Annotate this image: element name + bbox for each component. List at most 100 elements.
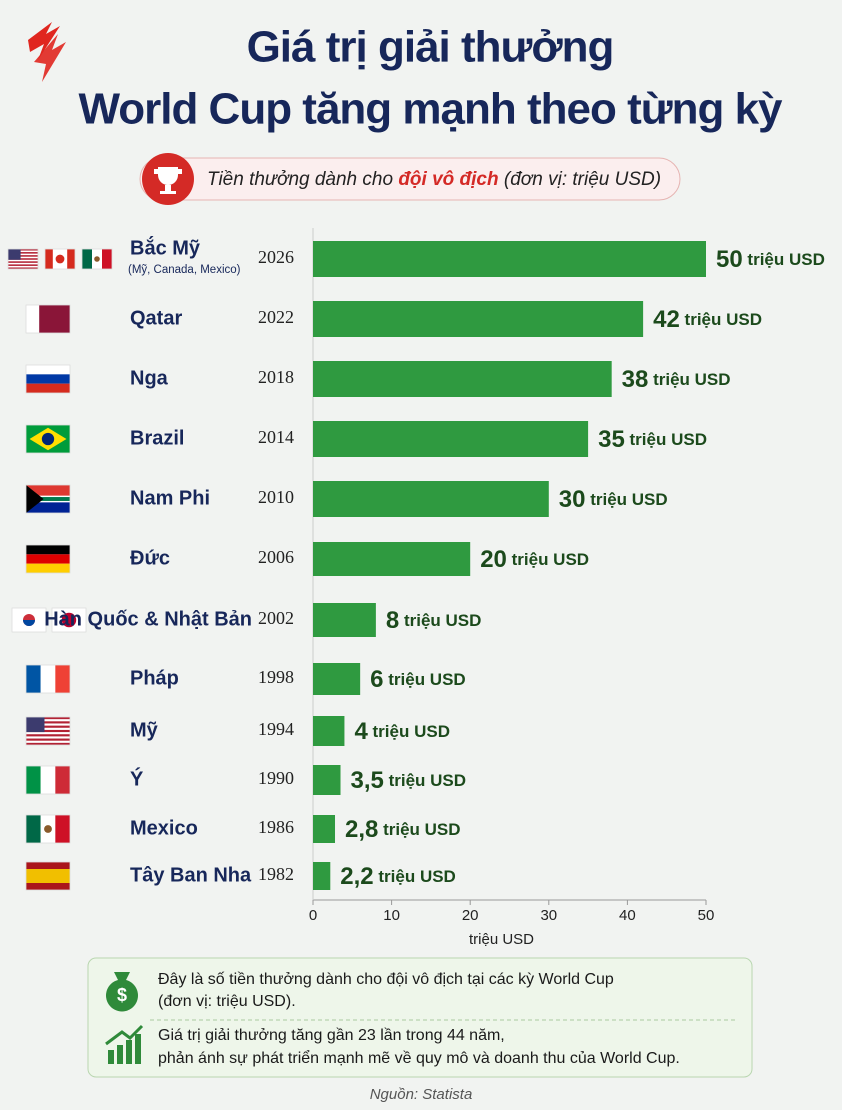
flag-border	[44, 248, 76, 270]
value-number: 50	[716, 246, 743, 273]
flag-part	[26, 374, 70, 384]
flag-part	[26, 305, 40, 333]
value-number: 30	[559, 486, 586, 513]
note-line: (đơn vị: triệu USD).	[158, 993, 296, 1010]
trophy-glyph	[154, 167, 182, 194]
bar	[313, 301, 644, 337]
flag-border	[25, 484, 71, 514]
flag-part	[23, 620, 35, 626]
flag-part	[26, 717, 45, 733]
value-number: 38	[622, 366, 649, 393]
flag	[25, 424, 71, 454]
flag-border	[51, 607, 87, 633]
value-unit: triệu USD	[507, 550, 589, 569]
year-label: 1986	[258, 817, 294, 837]
value-unit: triệu USD	[680, 310, 762, 329]
x-tick-label: 10	[383, 907, 400, 924]
value-number: 3,5	[351, 767, 384, 794]
bar	[313, 481, 549, 517]
category-label: Pháp	[130, 667, 179, 689]
year-label: 1998	[258, 667, 294, 687]
bar	[313, 815, 336, 843]
value-unit: triệu USD	[368, 722, 450, 741]
flag	[25, 716, 71, 746]
year-label: 2010	[258, 487, 294, 507]
flag-border	[11, 607, 47, 633]
category-label: Nam Phi	[130, 487, 210, 509]
category-label: Qatar	[130, 307, 182, 329]
flag	[11, 607, 47, 633]
x-axis-label: triệu USD	[469, 931, 534, 948]
flag-border	[25, 544, 71, 574]
bar	[313, 716, 345, 746]
value-unit: triệu USD	[625, 430, 707, 449]
flag-part	[8, 249, 38, 251]
flag-part	[26, 766, 41, 794]
flag-part	[55, 766, 70, 794]
flag-border	[81, 248, 113, 270]
bar	[313, 862, 331, 890]
category-sublabel: (Mỹ, Canada, Mexico)	[128, 264, 241, 276]
value-unit: triệu USD	[743, 250, 825, 269]
flag	[81, 248, 113, 270]
bar	[313, 542, 471, 576]
bar	[313, 765, 341, 795]
value-label: 30 triệu USD	[559, 486, 668, 513]
category-label: Nga	[130, 367, 169, 389]
value-number: 20	[480, 546, 507, 573]
value-label: 50 triệu USD	[716, 246, 825, 273]
flag-border	[25, 814, 71, 844]
value-number: 6	[370, 666, 383, 693]
note-line: Đây là số tiền thưởng dành cho đội vô đị…	[158, 971, 614, 988]
value-label: 42 triệu USD	[653, 306, 762, 333]
flag	[25, 861, 71, 891]
flag-border	[25, 765, 71, 795]
flag-part	[55, 254, 65, 264]
flag	[25, 484, 71, 514]
value-label: 6 triệu USD	[370, 666, 466, 693]
category-label: Mexico	[130, 817, 198, 839]
year-label: 2018	[258, 367, 294, 387]
category-label: Mỹ	[130, 719, 159, 741]
year-label: 2014	[258, 427, 294, 447]
flag-part	[67, 249, 75, 269]
flag-part	[26, 734, 70, 737]
flag-part	[26, 365, 70, 375]
flag-part	[8, 252, 38, 254]
flag-border	[25, 716, 71, 746]
x-tick-label: 30	[540, 907, 557, 924]
flag-border	[7, 248, 39, 270]
flag-part	[94, 256, 100, 262]
flag-part	[26, 665, 41, 693]
year-label: 2006	[258, 547, 294, 567]
value-label: 35 triệu USD	[598, 426, 707, 453]
value-number: 4	[354, 718, 368, 745]
flag-part	[26, 717, 70, 720]
x-tick-label: 50	[698, 907, 715, 924]
flag-part	[102, 249, 112, 269]
flag-part	[44, 825, 52, 833]
flag-border	[25, 364, 71, 394]
flag-part	[61, 612, 77, 628]
year-label: 1994	[258, 719, 294, 739]
category-label: Hàn Quốc & Nhật Bản	[44, 608, 252, 630]
flag	[7, 248, 39, 270]
flag	[25, 544, 71, 574]
flag-part	[26, 545, 70, 555]
subtitle: Tiền thưởng dành cho đội vô địch (đơn vị…	[207, 169, 661, 190]
flag-part	[41, 432, 55, 446]
category-label: Bắc Mỹ	[130, 235, 201, 259]
value-unit: triệu USD	[648, 370, 730, 389]
bar	[313, 361, 612, 397]
flag-part	[8, 264, 38, 266]
flag-part	[8, 258, 38, 260]
subtitle-part: Tiền thưởng dành cho	[207, 169, 398, 190]
flag-part	[8, 267, 38, 269]
bar	[313, 663, 361, 695]
category-label: Ý	[130, 766, 144, 790]
value-number: 42	[653, 306, 680, 333]
value-unit: triệu USD	[586, 490, 668, 509]
value-label: 38 triệu USD	[622, 366, 731, 393]
flag-border	[25, 664, 71, 694]
